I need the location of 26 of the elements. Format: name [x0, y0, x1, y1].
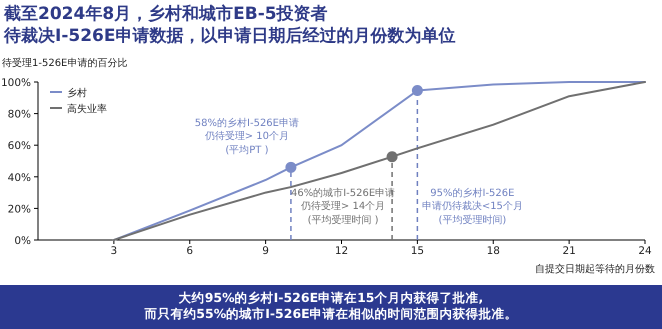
y-tick-label: 40% — [8, 172, 32, 184]
point — [386, 151, 398, 162]
legend-label: 乡村 — [67, 87, 87, 99]
x-tick-label: 15 — [410, 245, 424, 257]
line-series — [112, 81, 646, 241]
ref-line-label: 95%的乡村I-526E 申请仍待裁决<15个月 (平均受理时间) — [420, 186, 524, 227]
x-tick-label: 21 — [562, 245, 576, 257]
point — [285, 162, 296, 173]
legend-label: 高失业率 — [67, 103, 107, 115]
y-tick-label: 0% — [14, 235, 32, 247]
y-tick-label: 80% — [8, 108, 32, 121]
chart-title: 截至2024年8月，乡村和城市EB-5投资者待裁决I-526E申请数据，以申请日期后经过的月份数为单位 — [4, 3, 456, 47]
y-axis-title: 待受理1-526E申请的百分比 — [2, 57, 128, 69]
y-tick-label: 60% — [8, 140, 32, 152]
text: 大约95%的乡村I-526E申请在15个月内获得了批准, 而只有约55%的城市I-526E申请在相似的时间范围内获得批准。 — [143, 290, 518, 321]
x-tick-label: 18 — [486, 245, 500, 257]
ref-line-label: 58%的乡村I-526E申请仍待受理> 10个月 (平均PT ) — [194, 116, 300, 157]
y-tick-label: 100% — [0, 77, 32, 89]
y-tick-label: 20% — [8, 203, 32, 216]
x-tick-label: 9 — [262, 245, 269, 257]
x-tick-label: 12 — [334, 245, 348, 257]
x-tick-label: 6 — [186, 245, 194, 257]
point — [412, 85, 423, 96]
x-tick-label: 3 — [110, 245, 118, 257]
x-axis-title: 自提交日期起等待的月份数 — [535, 263, 655, 275]
x-tick-label: 24 — [638, 245, 652, 257]
